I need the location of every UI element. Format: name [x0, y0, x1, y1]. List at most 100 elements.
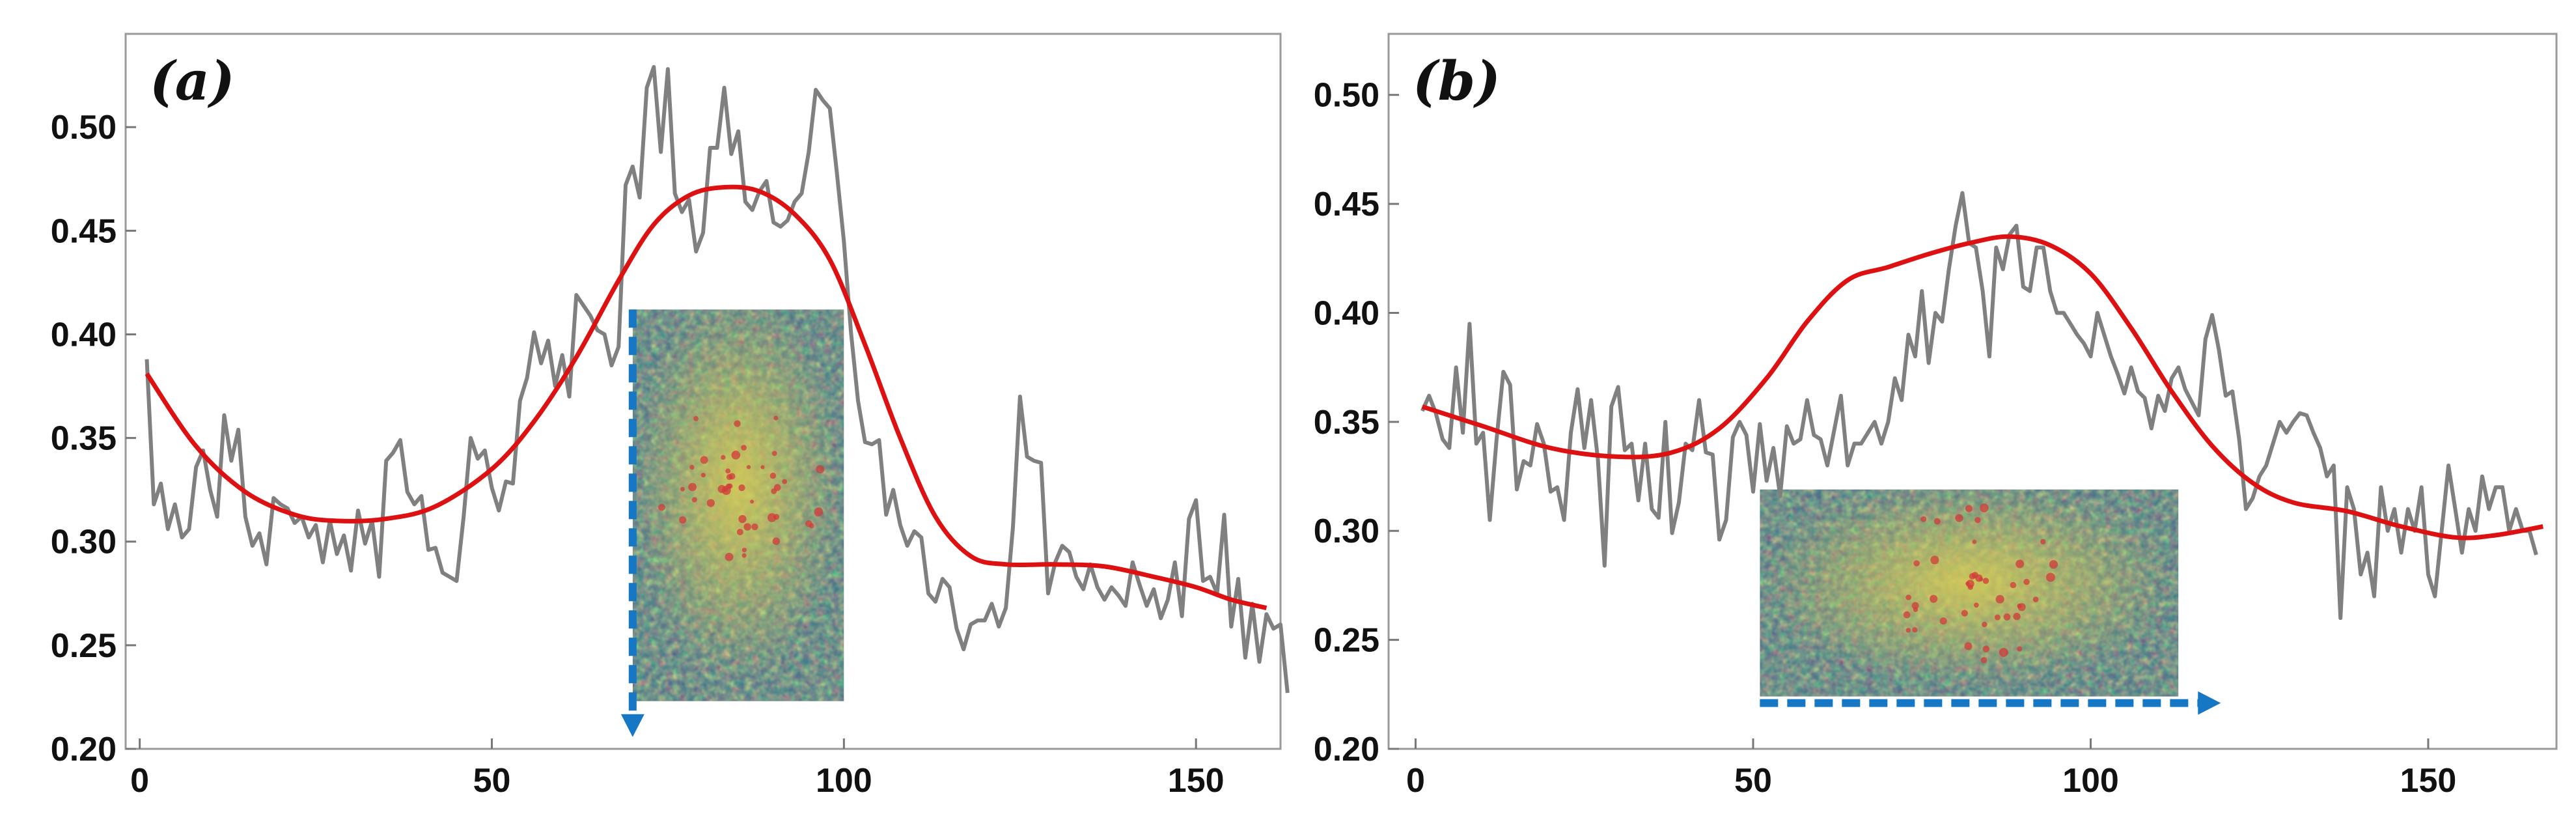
- panel-b-x-tick-label: 50: [1734, 762, 1772, 800]
- panel-a-inset-hotspot-dot: [741, 548, 747, 553]
- panel-a-inset-hotspot-dot: [706, 499, 715, 507]
- panel-b-inset-hotspot-dot: [1920, 516, 1927, 522]
- panel-b-inset-hotspot-dot: [1961, 610, 1968, 617]
- panel-a-inset-hotspot-dot: [731, 450, 741, 460]
- panel-a-inset-hotspot-dot: [725, 483, 732, 490]
- panel-b-inset-hotspot-dot: [2032, 596, 2039, 602]
- panel-b-inset-hotspot-dot: [1972, 539, 1977, 544]
- panel-a-y-tick-label: 0.20: [51, 731, 117, 768]
- panel-b-inset-hotspot-dot: [1995, 595, 2004, 604]
- panel-b-inset-glow: [1760, 489, 2179, 697]
- panel-a-inset-hotspot-dot: [721, 455, 726, 460]
- panel-b-x-ticks: 0 50 100 150: [1406, 738, 2456, 800]
- panel-a-inset-hotspot-dot: [772, 537, 781, 545]
- panel-a-inset-hotspot-dot: [773, 514, 780, 520]
- panel-b-inset-hotspot-dot: [1982, 621, 1987, 628]
- panel-a-inset-hotspot-dot: [751, 523, 758, 531]
- panel-a-inset-hotspot-dot: [816, 465, 825, 474]
- panel-a-inset-hotspot-dot: [700, 472, 706, 478]
- panel-b-inset-hotspot-dot: [2017, 646, 2023, 652]
- panel-b-arrow-head: [2198, 691, 2221, 715]
- panel-a-inset-glow: [632, 309, 844, 701]
- panel-b-inset-hotspot-dot: [1982, 645, 1990, 652]
- panel-b-inset-hotspot-dot: [1974, 602, 1979, 608]
- panel-a-y-tick-label: 0.25: [51, 627, 117, 665]
- panel-b-inset-hotspot-dot: [1966, 580, 1974, 588]
- panel-a-inset-hotspot-dot: [738, 484, 745, 492]
- panel-a-inset-hotspot-dot: [688, 483, 697, 492]
- panel-a-inset-hotspot-dot: [693, 416, 699, 421]
- panel-a-inset-hotspot-dot: [743, 523, 751, 531]
- panel-b-inset-hotspot-dot: [1955, 514, 1963, 522]
- panel-a-raw-series: [145, 64, 1290, 694]
- panel-a-inset-hotspot-dot: [769, 472, 777, 479]
- panel-a-frame: [124, 33, 1282, 750]
- panel-b-inset-hotspot-dot: [1980, 656, 1987, 664]
- panel-b-x-tick-label: 0: [1406, 762, 1425, 800]
- panel-a-inset-hotspot-dot: [771, 451, 777, 456]
- panel-a-inset-hotspot-dot: [680, 486, 685, 492]
- panel-a-y-tick-label: 0.45: [51, 212, 117, 250]
- panel-b-inset-hotspot-dot: [1913, 560, 1920, 567]
- panel-a-inset-hotspot-dot: [773, 484, 781, 491]
- panel-a-inset-hotspot-dot: [760, 465, 765, 470]
- panel-a-y-ticks: 0.20 0.25 0.30 0.35 0.40 0.45 0.50: [51, 109, 136, 768]
- panel-a-x-tick-label: 50: [473, 762, 511, 800]
- panel-a-inset-hotspot-dot: [658, 503, 665, 511]
- panel-a-x-tick-label: 150: [1168, 762, 1225, 800]
- panel-a-y-tick-label: 0.40: [51, 316, 117, 354]
- panel-b-inset-hotspot-dot: [1982, 578, 1989, 584]
- panel-b-inset-hotspot-dot: [1975, 574, 1983, 582]
- panel-b-inset-hotspot-dot: [2045, 572, 2055, 582]
- panel-a-y-tick-label: 0.50: [51, 109, 117, 147]
- panel-b: 0.20 0.25 0.30 0.35 0.40 0.45 0.50 0 50 100 150 (…: [1314, 33, 2558, 800]
- panel-a-inset: [620, 309, 844, 737]
- panel-b-y-tick-label: 0.35: [1314, 404, 1379, 442]
- panel-b-inset-hotspot-dot: [2015, 559, 2025, 568]
- panel-b-x-tick-label: 100: [2062, 762, 2119, 800]
- panel-b-y-tick-label: 0.20: [1314, 731, 1379, 768]
- panel-a: 0.20 0.25 0.30 0.35 0.40 0.45 0.50 0 50 100 150 (…: [51, 33, 1290, 800]
- panel-a-inset-hotspot-dot: [809, 523, 814, 529]
- panel-b-frame: [1387, 33, 2558, 750]
- panel-b-inset-hotspot-dot: [1994, 614, 2001, 621]
- panel-a-inset-hotspot-dot: [726, 473, 733, 481]
- panel-b-inset-hotspot-dot: [1974, 517, 1981, 524]
- panel-a-x-tick-label: 0: [130, 762, 149, 800]
- panel-a-arrow-head: [620, 714, 644, 737]
- panel-b-y-tick-label: 0.45: [1314, 186, 1379, 223]
- panel-b-inset-hotspot-dot: [2003, 613, 2011, 621]
- panel-b-inset-hotspot-dot: [1965, 505, 1973, 512]
- panel-b-y-tick-label: 0.30: [1314, 512, 1379, 550]
- panel-a-inset-hotspot-dot: [734, 420, 741, 427]
- panel-b-inset-hotspot-dot: [2049, 560, 2058, 569]
- panel-b-y-tick-label: 0.25: [1314, 622, 1379, 660]
- panel-a-inset-hotspot-dot: [689, 464, 695, 470]
- panel-b-label: (b): [1413, 50, 1501, 113]
- panel-b-inset-hotspot-dot: [1911, 602, 1919, 610]
- panel-b-y-tick-label: 0.50: [1314, 77, 1379, 115]
- panel-b-inset-hotspot-dot: [1913, 607, 1918, 612]
- panel-a-inset-hotspot-dot: [750, 499, 755, 504]
- panel-a-x-ticks: 0 50 100 150: [130, 738, 1225, 800]
- panel-b-inset-hotspot-dot: [1980, 503, 1989, 512]
- panel-b-inset: [1760, 489, 2221, 715]
- panel-b-inset-hotspot-dot: [2040, 539, 2046, 545]
- panel-b-y-tick-label: 0.40: [1314, 294, 1379, 332]
- panel-a-inset-hotspot-dot: [700, 456, 708, 464]
- panel-b-inset-hotspot-dot: [1933, 518, 1941, 525]
- panel-a-inset-hotspot-dot: [725, 552, 734, 561]
- panel-a-inset-hotspot-dot: [725, 468, 731, 474]
- panel-a-inset-hotspot-dot: [746, 465, 751, 470]
- panel-b-inset-hotspot-dot: [1939, 617, 1947, 625]
- panel-b-raw-series: [1420, 191, 2538, 621]
- panel-a-y-tick-label: 0.35: [51, 420, 117, 458]
- panel-b-inset-hotspot-dot: [2010, 582, 2017, 589]
- panel-a-inset-hotspot-dot: [741, 553, 747, 558]
- panel-b-y-ticks: 0.20 0.25 0.30 0.35 0.40 0.45 0.50: [1314, 77, 1399, 768]
- panel-a-inset-hotspot-dot: [717, 484, 726, 494]
- panel-b-inset-hotspot-dot: [1905, 628, 1911, 633]
- panel-a-inset-hotspot-dot: [741, 445, 747, 451]
- panel-b-inset-hotspot-dot: [1999, 648, 2008, 657]
